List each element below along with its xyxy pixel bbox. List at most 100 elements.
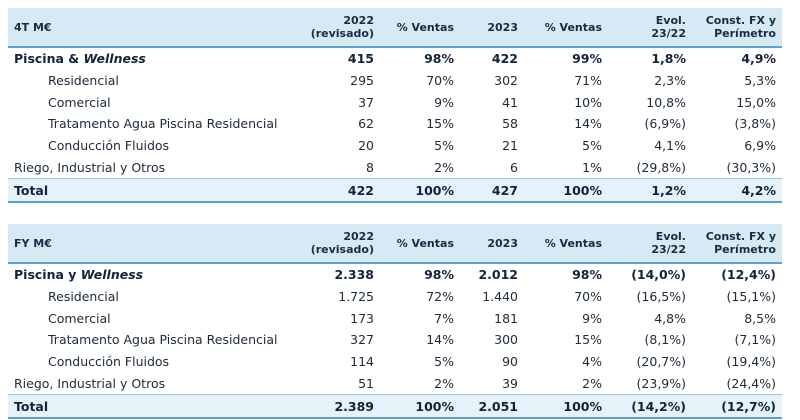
cell-const: (15,1%) (726, 289, 776, 305)
column-header-2022: 2022 (revisado) (310, 14, 374, 40)
cell-evol: (29,8%) (636, 159, 686, 175)
row-label: Conducción Fluidos (48, 354, 170, 370)
cell-evol: 2,3% (654, 73, 686, 89)
cell-2023: 1.440 (482, 289, 518, 305)
cell-2022: 20 (358, 138, 374, 154)
cell-2023: 90 (502, 354, 518, 370)
cell-pct-2023: 10% (574, 94, 602, 110)
column-header-evol: Evol. 23/22 (651, 230, 686, 256)
cell-evol: (23,9%) (636, 375, 686, 391)
cell-pct-2023: 4% (582, 354, 602, 370)
column-header-pct-ventas-2022: % Ventas (396, 20, 454, 34)
cell-pct-2022: 14% (426, 332, 454, 348)
cell-const: (12,4%) (721, 267, 776, 283)
column-header-const-fx: Const. FX y Perímetro (705, 14, 776, 40)
cell-pct-2022: 98% (424, 267, 454, 283)
row-label: Riego, Industrial y Otros (14, 375, 166, 391)
table-row-total: Total 422 100% 427 100% 1,2% 4,2% (8, 178, 782, 203)
cell-2023: 302 (494, 73, 518, 89)
cell-const: (12,7%) (721, 398, 776, 414)
cell-pct-2022: 70% (426, 73, 454, 89)
cell-pct-2023: 70% (574, 289, 602, 305)
cell-pct-2022: 7% (434, 310, 454, 326)
table-title: 4T M€ (14, 20, 52, 34)
column-header-evol: Evol. 23/22 (651, 14, 686, 40)
table-row-group: Piscina y Wellness 2.338 98% 2.012 98% (… (8, 263, 782, 286)
cell-evol: (8,1%) (644, 332, 686, 348)
cell-pct-2023: 100% (563, 398, 602, 414)
cell-pct-2023: 71% (574, 73, 602, 89)
cell-pct-2023: 98% (572, 267, 602, 283)
cell-2022: 295 (350, 73, 374, 89)
row-label: Tratamento Agua Piscina Residencial (48, 116, 278, 132)
cell-pct-2022: 5% (434, 138, 454, 154)
row-label: Total (14, 398, 49, 414)
cell-pct-2022: 100% (415, 398, 454, 414)
cell-const: (24,4%) (726, 375, 776, 391)
table-row-other: Riego, Industrial y Otros 8 2% 6 1% (29,… (8, 156, 782, 178)
cell-pct-2022: 100% (415, 182, 454, 198)
cell-pct-2022: 98% (424, 51, 454, 67)
cell-const: 4,9% (741, 51, 776, 67)
cell-2023: 427 (491, 182, 518, 198)
row-label: Riego, Industrial y Otros (14, 159, 166, 175)
cell-2022: 327 (350, 332, 374, 348)
cell-2022: 173 (350, 310, 374, 326)
table-row: Conducción Fluidos 114 5% 90 4% (20,7%) … (8, 351, 782, 373)
cell-2022: 415 (347, 51, 374, 67)
row-label: Piscina y Wellness (14, 267, 144, 283)
cell-2022: 422 (347, 182, 374, 198)
table-row-other: Riego, Industrial y Otros 51 2% 39 2% (2… (8, 372, 782, 394)
cell-2023: 58 (502, 116, 518, 132)
cell-evol: 4,1% (654, 138, 686, 154)
column-header-pct-ventas-2023: % Ventas (544, 20, 602, 34)
cell-evol: 4,8% (654, 310, 686, 326)
cell-2023: 181 (494, 310, 518, 326)
cell-const: 5,3% (744, 73, 776, 89)
cell-pct-2022: 15% (426, 116, 454, 132)
row-label: Residencial (48, 73, 119, 89)
table-row: Residencial 295 70% 302 71% 2,3% 5,3% (8, 70, 782, 92)
cell-const: 8,5% (744, 310, 776, 326)
table-row: Comercial 37 9% 41 10% 10,8% 15,0% (8, 91, 782, 113)
cell-evol: 1,2% (651, 182, 686, 198)
table-row: Tratamento Agua Piscina Residencial 327 … (8, 329, 782, 351)
cell-2022: 114 (350, 354, 374, 370)
column-header-pct-ventas-2023: % Ventas (544, 236, 602, 250)
quarterly-sales-table: 4T M€ 2022 (revisado) % Ventas 2023 % Ven… (8, 8, 782, 203)
row-label: Total (14, 182, 49, 198)
cell-const: (3,8%) (734, 116, 776, 132)
cell-const: (7,1%) (734, 332, 776, 348)
cell-pct-2023: 1% (582, 159, 602, 175)
cell-pct-2022: 5% (434, 354, 454, 370)
cell-pct-2023: 5% (582, 138, 602, 154)
cell-evol: (14,2%) (631, 398, 686, 414)
cell-2022: 37 (358, 94, 374, 110)
cell-const: 6,9% (744, 138, 776, 154)
cell-evol: (20,7%) (636, 354, 686, 370)
row-label: Tratamento Agua Piscina Residencial (48, 332, 278, 348)
cell-2023: 41 (502, 94, 518, 110)
table-row: Residencial 1.725 72% 1.440 70% (16,5%) … (8, 286, 782, 308)
cell-2022: 62 (358, 116, 374, 132)
table-row: Comercial 173 7% 181 9% 4,8% 8,5% (8, 307, 782, 329)
column-header-const-fx: Const. FX y Perímetro (705, 230, 776, 256)
cell-pct-2022: 72% (426, 289, 454, 305)
cell-pct-2022: 2% (434, 159, 454, 175)
cell-pct-2023: 99% (572, 51, 602, 67)
cell-2022: 51 (358, 375, 374, 391)
table-row-group: Piscina & Wellness 415 98% 422 99% 1,8% … (8, 47, 782, 70)
column-header-pct-ventas-2022: % Ventas (396, 236, 454, 250)
cell-evol: 1,8% (651, 51, 686, 67)
cell-const: 4,2% (741, 182, 776, 198)
full-year-sales-table: FY M€ 2022 (revisado) % Ventas 2023 % Ven… (8, 224, 782, 419)
cell-evol: (14,0%) (631, 267, 686, 283)
table-row: Tratamento Agua Piscina Residencial 62 1… (8, 113, 782, 135)
cell-evol: (6,9%) (644, 116, 686, 132)
cell-pct-2023: 14% (574, 116, 602, 132)
table-row-total: Total 2.389 100% 2.051 100% (14,2%) (12,… (8, 394, 782, 419)
column-header-2023: 2023 (487, 236, 518, 250)
row-label: Residencial (48, 289, 119, 305)
cell-2023: 6 (510, 159, 518, 175)
column-header-2022: 2022 (revisado) (310, 230, 374, 256)
